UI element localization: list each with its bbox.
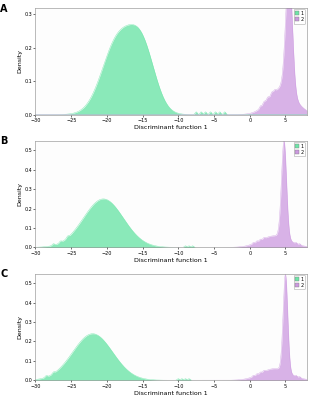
X-axis label: Discriminant function 1: Discriminant function 1 [134,125,208,130]
X-axis label: Discriminant function 1: Discriminant function 1 [134,391,208,396]
Y-axis label: Density: Density [17,49,22,73]
X-axis label: Discriminant function 1: Discriminant function 1 [134,258,208,263]
Text: A: A [0,4,8,14]
Y-axis label: Density: Density [17,315,22,339]
Y-axis label: Density: Density [17,182,22,206]
Legend: 1, 2: 1, 2 [294,142,305,156]
Legend: 1, 2: 1, 2 [294,275,305,289]
Text: C: C [0,269,7,279]
Text: B: B [0,136,7,146]
Legend: 1, 2: 1, 2 [294,9,305,24]
